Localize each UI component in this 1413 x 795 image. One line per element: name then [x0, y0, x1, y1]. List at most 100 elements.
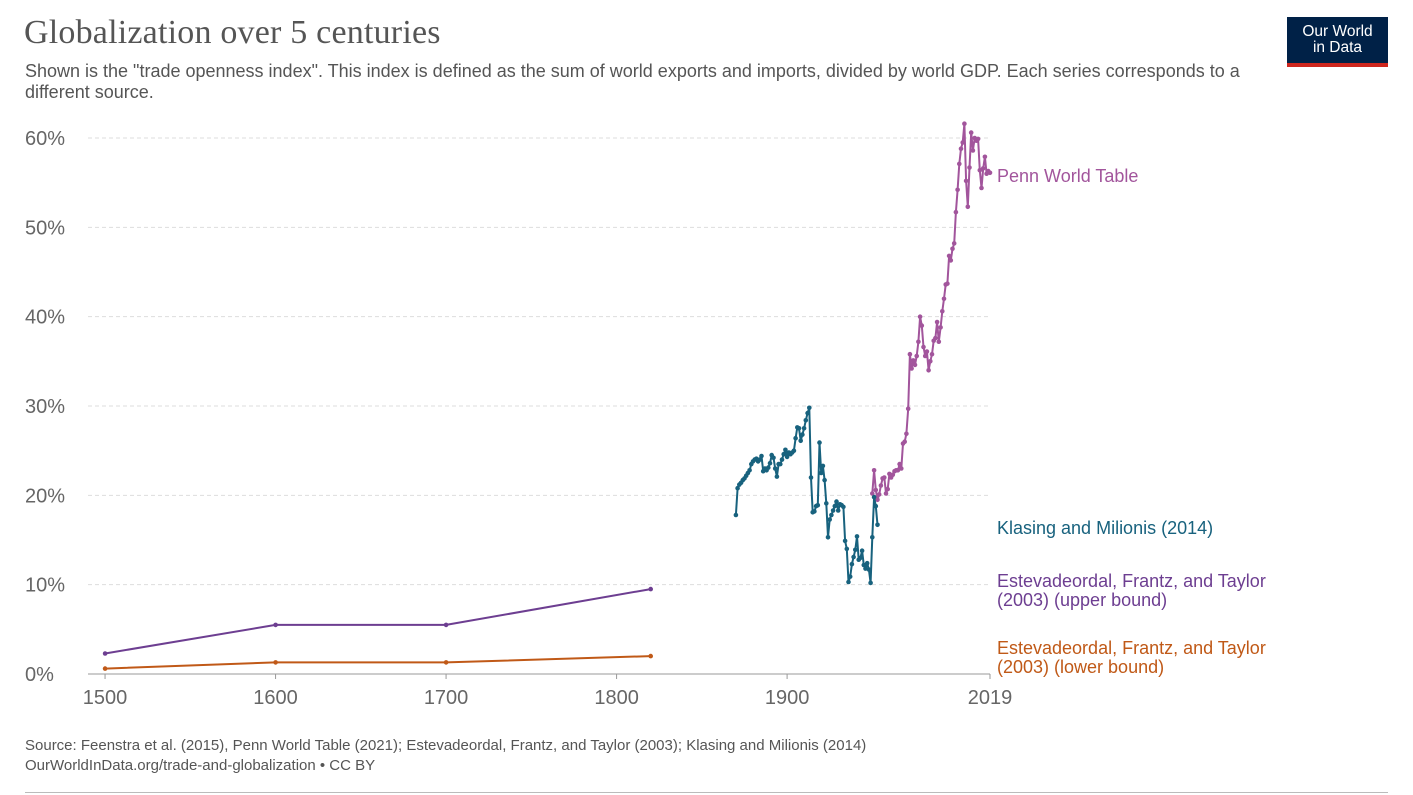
data-point[interactable]	[870, 491, 875, 496]
data-point[interactable]	[958, 146, 964, 151]
data-point[interactable]	[861, 562, 867, 568]
data-point[interactable]	[817, 440, 822, 445]
data-point[interactable]	[967, 165, 972, 170]
data-point[interactable]	[779, 457, 785, 462]
data-point[interactable]	[648, 653, 653, 659]
data-point[interactable]	[907, 351, 913, 357]
data-point[interactable]	[841, 504, 846, 510]
data-point[interactable]	[805, 410, 810, 416]
data-point[interactable]	[909, 366, 914, 371]
data-point[interactable]	[849, 561, 855, 567]
data-point[interactable]	[102, 666, 108, 671]
data-point[interactable]	[796, 426, 802, 431]
data-point[interactable]	[854, 534, 860, 539]
data-point[interactable]	[982, 154, 988, 160]
data-point[interactable]	[853, 547, 858, 553]
data-point[interactable]	[948, 258, 954, 263]
data-point[interactable]	[902, 439, 907, 445]
data-point[interactable]	[820, 463, 826, 469]
data-point[interactable]	[904, 431, 909, 437]
data-point[interactable]	[936, 339, 942, 345]
data-point[interactable]	[735, 485, 740, 491]
data-point[interactable]	[772, 466, 778, 471]
data-point[interactable]	[648, 586, 653, 592]
data-point[interactable]	[807, 405, 812, 411]
data-point[interactable]	[916, 339, 921, 345]
data-point[interactable]	[842, 538, 848, 544]
data-point[interactable]	[851, 554, 856, 560]
data-point[interactable]	[875, 497, 880, 503]
data-point[interactable]	[443, 660, 449, 665]
data-point[interactable]	[919, 323, 925, 328]
data-point[interactable]	[929, 351, 935, 357]
data-point[interactable]	[928, 359, 933, 364]
data-point[interactable]	[883, 491, 889, 496]
data-point[interactable]	[890, 472, 896, 478]
data-point[interactable]	[864, 560, 870, 566]
data-point[interactable]	[875, 522, 880, 528]
data-point[interactable]	[801, 426, 807, 431]
data-point[interactable]	[878, 483, 884, 488]
data-point[interactable]	[835, 508, 841, 513]
data-point[interactable]	[876, 492, 882, 497]
data-point[interactable]	[102, 651, 108, 656]
data-point[interactable]	[940, 309, 945, 314]
data-point[interactable]	[962, 121, 967, 126]
data-point[interactable]	[824, 501, 829, 506]
data-point[interactable]	[979, 185, 984, 191]
data-point[interactable]	[830, 508, 836, 513]
data-point[interactable]	[946, 253, 952, 259]
data-point[interactable]	[897, 461, 902, 467]
data-point[interactable]	[885, 486, 890, 492]
owid-logo[interactable]: Our World in Data	[1287, 17, 1388, 67]
series-line-klasing-and-milionis-2014[interactable]	[734, 406, 879, 584]
data-point[interactable]	[938, 325, 943, 330]
data-point[interactable]	[759, 453, 764, 459]
data-point[interactable]	[733, 512, 739, 518]
data-point[interactable]	[815, 502, 821, 508]
data-point[interactable]	[791, 448, 797, 454]
data-point[interactable]	[847, 574, 853, 579]
data-point[interactable]	[950, 246, 955, 252]
data-point[interactable]	[846, 579, 851, 585]
data-point[interactable]	[844, 546, 850, 552]
url-license[interactable]: OurWorldInData.org/trade-and-globalizati…	[25, 757, 376, 774]
data-point[interactable]	[873, 503, 879, 509]
data-point[interactable]	[800, 432, 805, 437]
data-point[interactable]	[793, 435, 798, 441]
data-point[interactable]	[882, 475, 887, 480]
data-point[interactable]	[926, 368, 931, 373]
data-point[interactable]	[866, 567, 872, 572]
data-point[interactable]	[798, 438, 803, 444]
data-point[interactable]	[781, 451, 786, 457]
data-point[interactable]	[965, 204, 971, 210]
data-point[interactable]	[834, 499, 839, 504]
data-point[interactable]	[443, 622, 449, 628]
data-point[interactable]	[808, 475, 814, 480]
data-point[interactable]	[871, 494, 877, 500]
data-point[interactable]	[975, 136, 981, 142]
data-point[interactable]	[767, 460, 773, 466]
data-point[interactable]	[921, 344, 926, 350]
data-point[interactable]	[912, 362, 918, 368]
data-point[interactable]	[924, 349, 930, 354]
data-point[interactable]	[960, 140, 965, 145]
data-point[interactable]	[825, 535, 831, 540]
data-point[interactable]	[747, 468, 752, 473]
data-point[interactable]	[899, 466, 904, 471]
data-point[interactable]	[273, 622, 278, 628]
data-point[interactable]	[868, 580, 873, 586]
data-point[interactable]	[273, 660, 278, 665]
data-point[interactable]	[757, 457, 763, 462]
data-point[interactable]	[783, 447, 788, 453]
series-line-estevadeordal-frantz-and-taylor-2003-upper-bound[interactable]	[104, 588, 651, 655]
data-point[interactable]	[914, 353, 919, 359]
data-point[interactable]	[818, 470, 824, 476]
data-point[interactable]	[917, 314, 923, 320]
data-point[interactable]	[953, 209, 959, 215]
data-point[interactable]	[977, 167, 983, 173]
data-point[interactable]	[771, 455, 776, 461]
data-point[interactable]	[955, 187, 960, 193]
data-point[interactable]	[803, 418, 809, 423]
data-point[interactable]	[933, 335, 938, 341]
